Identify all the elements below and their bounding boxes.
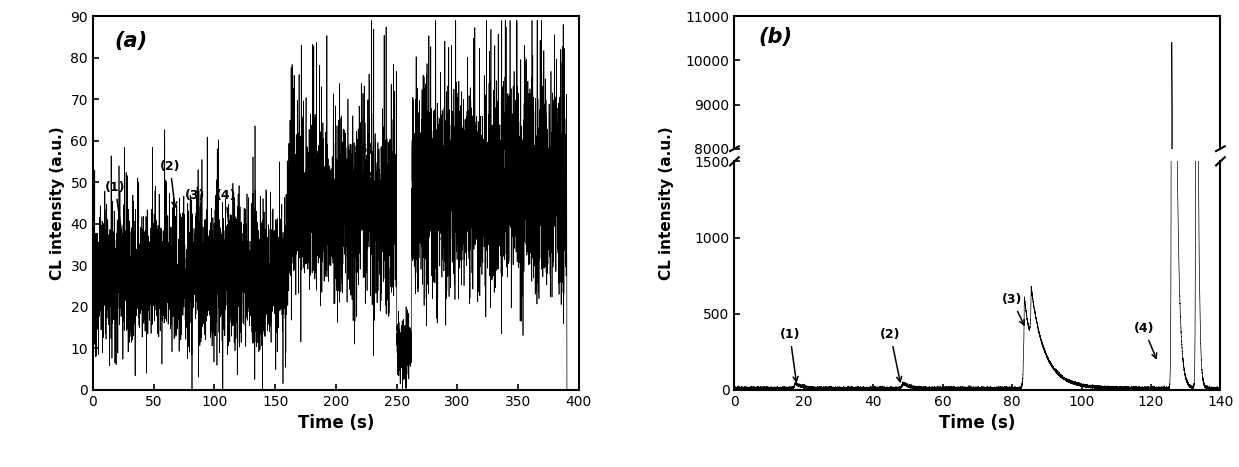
Text: CL intensity (a.u.): CL intensity (a.u.) bbox=[659, 127, 674, 280]
Text: (1): (1) bbox=[779, 328, 800, 382]
Text: (5): (5) bbox=[354, 143, 374, 178]
Text: (4): (4) bbox=[1134, 322, 1157, 358]
X-axis label: Time (s): Time (s) bbox=[297, 414, 374, 432]
Text: (2): (2) bbox=[160, 160, 180, 207]
Text: (1): (1) bbox=[105, 181, 125, 240]
X-axis label: Time (s): Time (s) bbox=[939, 414, 1016, 432]
Y-axis label: CL intensity (a.u.): CL intensity (a.u.) bbox=[50, 127, 64, 280]
Text: (3): (3) bbox=[186, 189, 206, 236]
Text: (a): (a) bbox=[115, 31, 147, 51]
Text: (2): (2) bbox=[880, 328, 902, 382]
Text: (b): (b) bbox=[758, 27, 793, 47]
Text: (4): (4) bbox=[216, 189, 237, 236]
Text: (6): (6) bbox=[421, 148, 441, 191]
Text: (3): (3) bbox=[1001, 293, 1025, 325]
